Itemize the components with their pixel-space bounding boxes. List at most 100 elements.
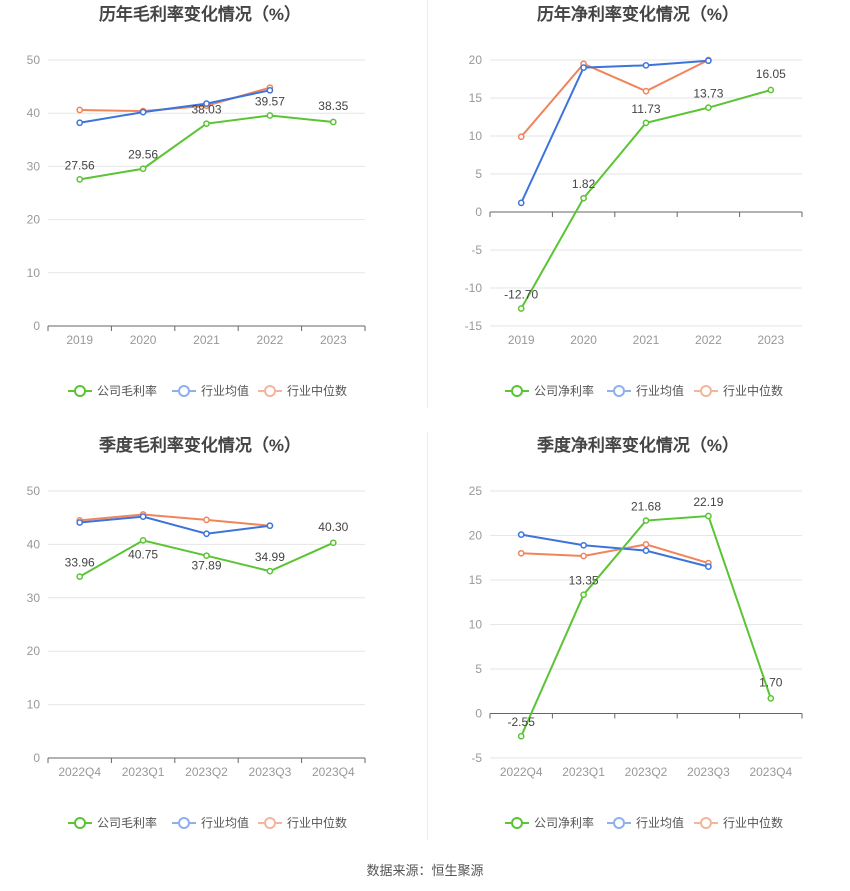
chart3-data-label: 40.30 [318, 520, 348, 534]
chart2-legend-marker [700, 385, 712, 397]
chart3-point-industry-avg [266, 522, 274, 530]
chart2-legend-label: 行业均值 [636, 383, 684, 398]
chart2-x-tick-label: 2019 [508, 333, 535, 347]
chart4-point-industry-avg [705, 563, 712, 571]
chart3-point-industry-avg [203, 530, 210, 538]
chart2-data-label: 1.82 [572, 177, 596, 191]
chart4-point-company [517, 732, 525, 740]
chart4-x-tick-label: 2022Q4 [500, 765, 543, 779]
chart2-point-company [517, 305, 525, 312]
chart3-y-tick-label: 20 [27, 644, 41, 658]
chart2-y-tick-label: 10 [469, 129, 483, 143]
chart2-legend-marker [511, 385, 523, 397]
chart4-y-tick-label: 20 [469, 529, 483, 543]
panel-divider-top [427, 0, 428, 408]
chart2-y-tick-label: -15 [465, 319, 483, 333]
chart1-legend-marker [178, 385, 190, 397]
chart2-point-company [580, 194, 587, 202]
chart4-legend-label: 行业均值 [636, 815, 684, 830]
chart3-point-company [139, 537, 147, 544]
chart2-x-tick-label: 2023 [757, 333, 784, 347]
chart2-y-tick-label: 0 [475, 205, 482, 219]
chart3-legend-label: 行业均值 [201, 815, 249, 830]
chart2-y-tick-label: 5 [475, 167, 482, 181]
chart3-y-tick-label: 50 [27, 484, 41, 498]
chart2-point-company [767, 86, 775, 94]
chart1-x-tick-label: 2023 [320, 333, 347, 347]
chart3-y-tick-label: 0 [33, 751, 40, 765]
chart3-data-label: 34.99 [255, 550, 285, 564]
chart1-y-tick-label: 30 [27, 159, 41, 173]
chart1-x-tick-label: 2019 [66, 333, 93, 347]
chart3-data-label: 37.89 [191, 559, 221, 573]
chart1-point-industry-avg [139, 108, 147, 116]
chart3-y-tick-label: 10 [27, 698, 41, 712]
chart4-y-tick-label: 5 [475, 662, 482, 676]
chart1-point-company [139, 165, 147, 173]
chart4-point-industry-avg [580, 541, 587, 549]
chart4-point-company [705, 512, 712, 520]
chart4-point-company [580, 591, 587, 599]
chart3-x-tick-label: 2023Q3 [249, 765, 292, 779]
chart1-legend-label: 行业均值 [201, 383, 249, 398]
chart4-point-industry-avg [517, 531, 525, 538]
chart4-data-label: 1.70 [759, 675, 783, 689]
chart2-legend-label: 行业中位数 [723, 383, 783, 398]
chart2-legend-label: 公司净利率 [534, 383, 594, 398]
chart3-data-label: 33.96 [65, 556, 95, 570]
chart3-x-tick-label: 2023Q1 [122, 765, 165, 779]
chart2-y-tick-label: -10 [465, 281, 483, 295]
chart1-point-industry-median [76, 106, 84, 114]
chart2-point-industry-avg [705, 57, 712, 65]
chart4-legend-marker [613, 817, 625, 829]
chart1-legend-label: 行业中位数 [287, 383, 347, 398]
chart4-point-industry-median [642, 541, 650, 548]
chart3-point-company [76, 573, 84, 581]
chart1-point-company [76, 176, 84, 183]
chart3-point-company [203, 552, 210, 560]
chart4-legend-label: 行业中位数 [723, 815, 783, 830]
chart3-line-industry-median [79, 513, 270, 527]
chart3-point-industry-avg [139, 513, 147, 520]
chart1-point-industry-avg [76, 119, 84, 127]
chart3-y-tick-label: 30 [27, 591, 41, 605]
chart4-y-tick-label: -5 [471, 751, 482, 765]
panel-divider-bottom [427, 432, 428, 840]
chart1-point-company [203, 120, 210, 128]
chart4-line-industry-median [521, 543, 709, 565]
chart3-point-industry-avg [76, 519, 84, 526]
chart3-title: 季度毛利率变化情况（%） [99, 435, 301, 455]
chart3-legend-marker [264, 817, 276, 829]
chart2-data-label: -12.70 [504, 288, 538, 302]
chart2-x-tick-label: 2020 [570, 333, 597, 347]
chart1-point-company [266, 112, 274, 119]
chart4-x-tick-label: 2023Q3 [687, 765, 730, 779]
chart3-x-tick-label: 2022Q4 [58, 765, 101, 779]
chart1-data-label: 27.56 [65, 158, 95, 172]
chart2-y-tick-label: -5 [471, 243, 482, 257]
chart4-x-tick-label: 2023Q2 [625, 765, 668, 779]
chart3-point-industry-median [203, 516, 210, 524]
chart2-point-industry-avg [642, 61, 650, 69]
chart1-y-tick-label: 40 [27, 106, 41, 120]
chart3-legend-label: 公司毛利率 [97, 815, 157, 830]
chart1-y-tick-label: 50 [27, 53, 41, 67]
chart1-title: 历年毛利率变化情况（%） [99, 4, 301, 24]
chart1-legend-marker [264, 385, 276, 397]
chart4-y-tick-label: 15 [469, 573, 483, 587]
chart2-data-label: 16.05 [756, 67, 786, 81]
chart2-line-industry-median [520, 59, 709, 138]
chart3-legend-label: 行业中位数 [287, 815, 347, 830]
chart4-point-company [767, 695, 775, 702]
chart2-x-tick-label: 2021 [633, 333, 660, 347]
chart3-data-label: 40.75 [128, 547, 158, 561]
chart4-legend-marker [700, 817, 712, 829]
chart3-x-tick-label: 2023Q2 [185, 765, 228, 779]
chart2-line-industry-avg [520, 59, 709, 204]
chart4-data-label: 13.35 [569, 574, 599, 588]
chart3-x-tick-label: 2023Q4 [312, 765, 355, 779]
chart2-point-company [642, 119, 650, 127]
chart1-data-label: 38.03 [191, 103, 221, 117]
chart1-y-tick-label: 10 [27, 266, 41, 280]
